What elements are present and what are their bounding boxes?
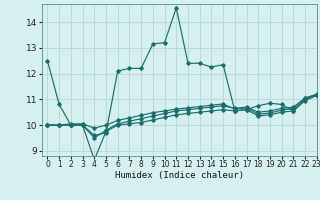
X-axis label: Humidex (Indice chaleur): Humidex (Indice chaleur) bbox=[115, 171, 244, 180]
